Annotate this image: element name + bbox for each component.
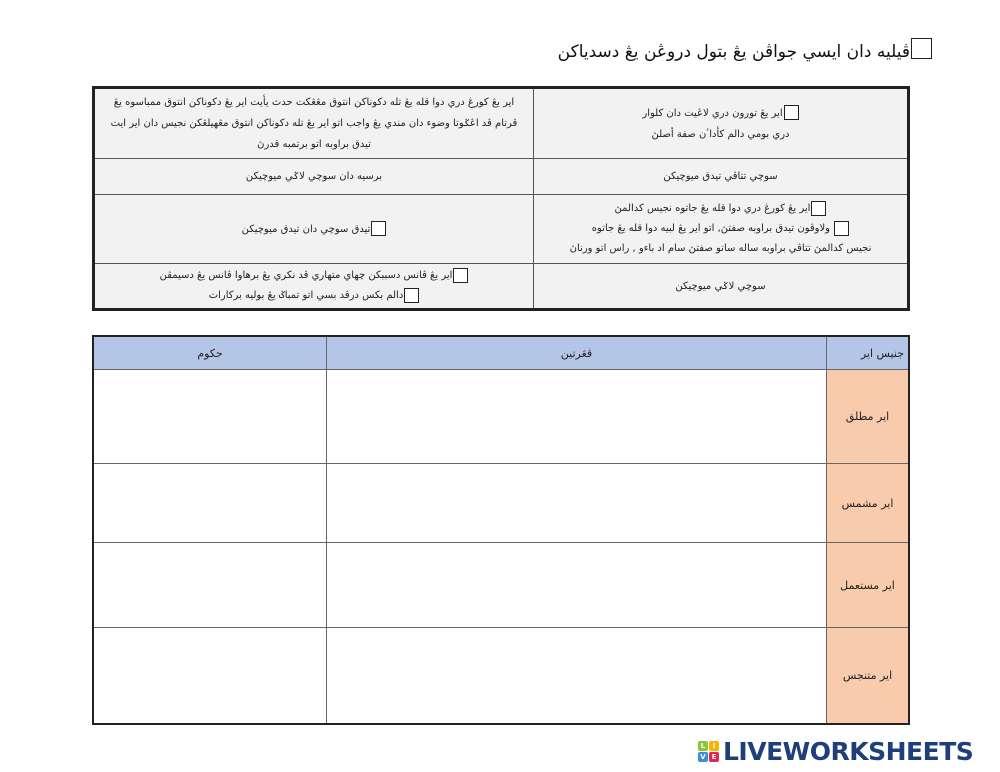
logo-letter: L	[698, 741, 708, 751]
option-text: اير يڠ ڤانس دسببكن چهاي متهاري ڤد نكري ي…	[159, 270, 453, 281]
meaning-drop-zone[interactable]	[326, 627, 827, 724]
checkbox[interactable]	[453, 267, 469, 283]
option-cell[interactable]: اير يڠ كورڠ دري دوا قله يڠ جاتوه نجيس كد…	[533, 194, 909, 264]
option-cell[interactable]: تيدق سوچي دان تيدق ميوچيكن	[93, 194, 534, 264]
option-text: اير يڠ كورڠ دري دوا قله يڠ تله دكوناكن ا…	[113, 97, 515, 108]
logo-letter: E	[709, 752, 719, 762]
option-text: نجيس كدالمڽ تتاڤي براوبه ساله ساتو صفتڽ …	[569, 243, 872, 254]
option-text: ڤرتام ڤد اڠݢوتا وضوء دان مندي يڠ واجب ات…	[110, 118, 518, 129]
ruling-drop-zone[interactable]	[92, 463, 327, 543]
checkbox[interactable]	[834, 220, 850, 236]
option-text: ولاوڤون تيدق براوبه صفتڽ, اتو اير يڠ لبي…	[591, 223, 831, 234]
option-text: برسيه دان سوچي لاݢي ميوچيكن	[245, 171, 383, 182]
instruction-title: ڤيليه دان ايسي جواڤن يڠ بتول دروڠن يڠ دس…	[558, 38, 932, 62]
option-text: اير يڠ كورڠ دري دوا قله يڠ جاتوه نجيس كد…	[614, 203, 811, 214]
checkbox[interactable]	[911, 38, 932, 59]
option-cell[interactable]: اير يڠ كورڠ دري دوا قله يڠ تله دكوناكن ا…	[93, 87, 534, 159]
ruling-drop-zone[interactable]	[92, 627, 327, 724]
option-text: تيدق سوچي دان تيدق ميوچيكن	[241, 223, 371, 235]
logo-letter: I	[709, 741, 719, 751]
option-cell[interactable]: سوچي لاݢي ميوچيكن	[533, 263, 909, 310]
option-text: سوچي لاݢي ميوچيكن	[675, 280, 766, 292]
meaning-drop-zone[interactable]	[326, 369, 827, 464]
liveworksheets-logo: L I V E LIVEWORKSHEETS	[698, 737, 974, 766]
ruling-drop-zone[interactable]	[92, 542, 327, 628]
meaning-drop-zone[interactable]	[326, 542, 827, 628]
instruction-text: ڤيليه دان ايسي جواڤن يڠ بتول دروڠن يڠ دس…	[557, 42, 910, 62]
header-ruling: حكوم	[92, 335, 327, 370]
header-meaning: ڤڠرتين	[326, 335, 827, 370]
logo-text: LIVEWORKSHEETS	[723, 737, 974, 766]
options-table: اير يڠ كورڠ دري دوا قله يڠ تله دكوناكن ا…	[92, 86, 910, 311]
header-water-type: جنيس اير	[826, 335, 910, 370]
water-type-cell: اير مستعمل	[826, 542, 910, 628]
logo-letter: V	[698, 752, 708, 762]
answer-table: حكوم ڤڠرتين جنيس اير اير مطلق اير مشمس ا…	[92, 335, 910, 725]
option-cell[interactable]: اير يڠ ڤانس دسببكن چهاي متهاري ڤد نكري ي…	[93, 263, 534, 310]
checkbox[interactable]	[783, 105, 799, 120]
checkbox[interactable]	[371, 221, 387, 236]
ruling-drop-zone[interactable]	[92, 369, 327, 464]
option-cell[interactable]: برسيه دان سوچي لاݢي ميوچيكن	[93, 158, 534, 195]
water-type-cell: اير متنجس	[826, 627, 910, 724]
checkbox[interactable]	[404, 287, 420, 303]
checkbox[interactable]	[811, 200, 827, 216]
option-text: اير يڠ تورون دري لاڠيت دان كلوار	[642, 107, 783, 119]
water-type-cell: اير مشمس	[826, 463, 910, 543]
logo-badge-icon: L I V E	[698, 741, 719, 762]
option-text: سوچي تتاڤي تيدق ميوچيكن	[663, 171, 778, 182]
meaning-drop-zone[interactable]	[326, 463, 827, 543]
option-cell[interactable]: سوچي تتاڤي تيدق ميوچيكن	[533, 158, 909, 195]
option-text: دري بومي دالم كأداٴن صفة أصلڽ	[651, 128, 790, 140]
water-type-cell: اير مطلق	[826, 369, 910, 464]
option-cell[interactable]: اير يڠ تورون دري لاڠيت دان كلوار دري بوم…	[533, 87, 909, 159]
option-text: تيدق براوبه اتو برتمبه قدرڽ	[257, 139, 371, 150]
option-text: دالم بكس درڤد بسي اتو تمباݢ يڠ بوليه برك…	[208, 290, 404, 301]
